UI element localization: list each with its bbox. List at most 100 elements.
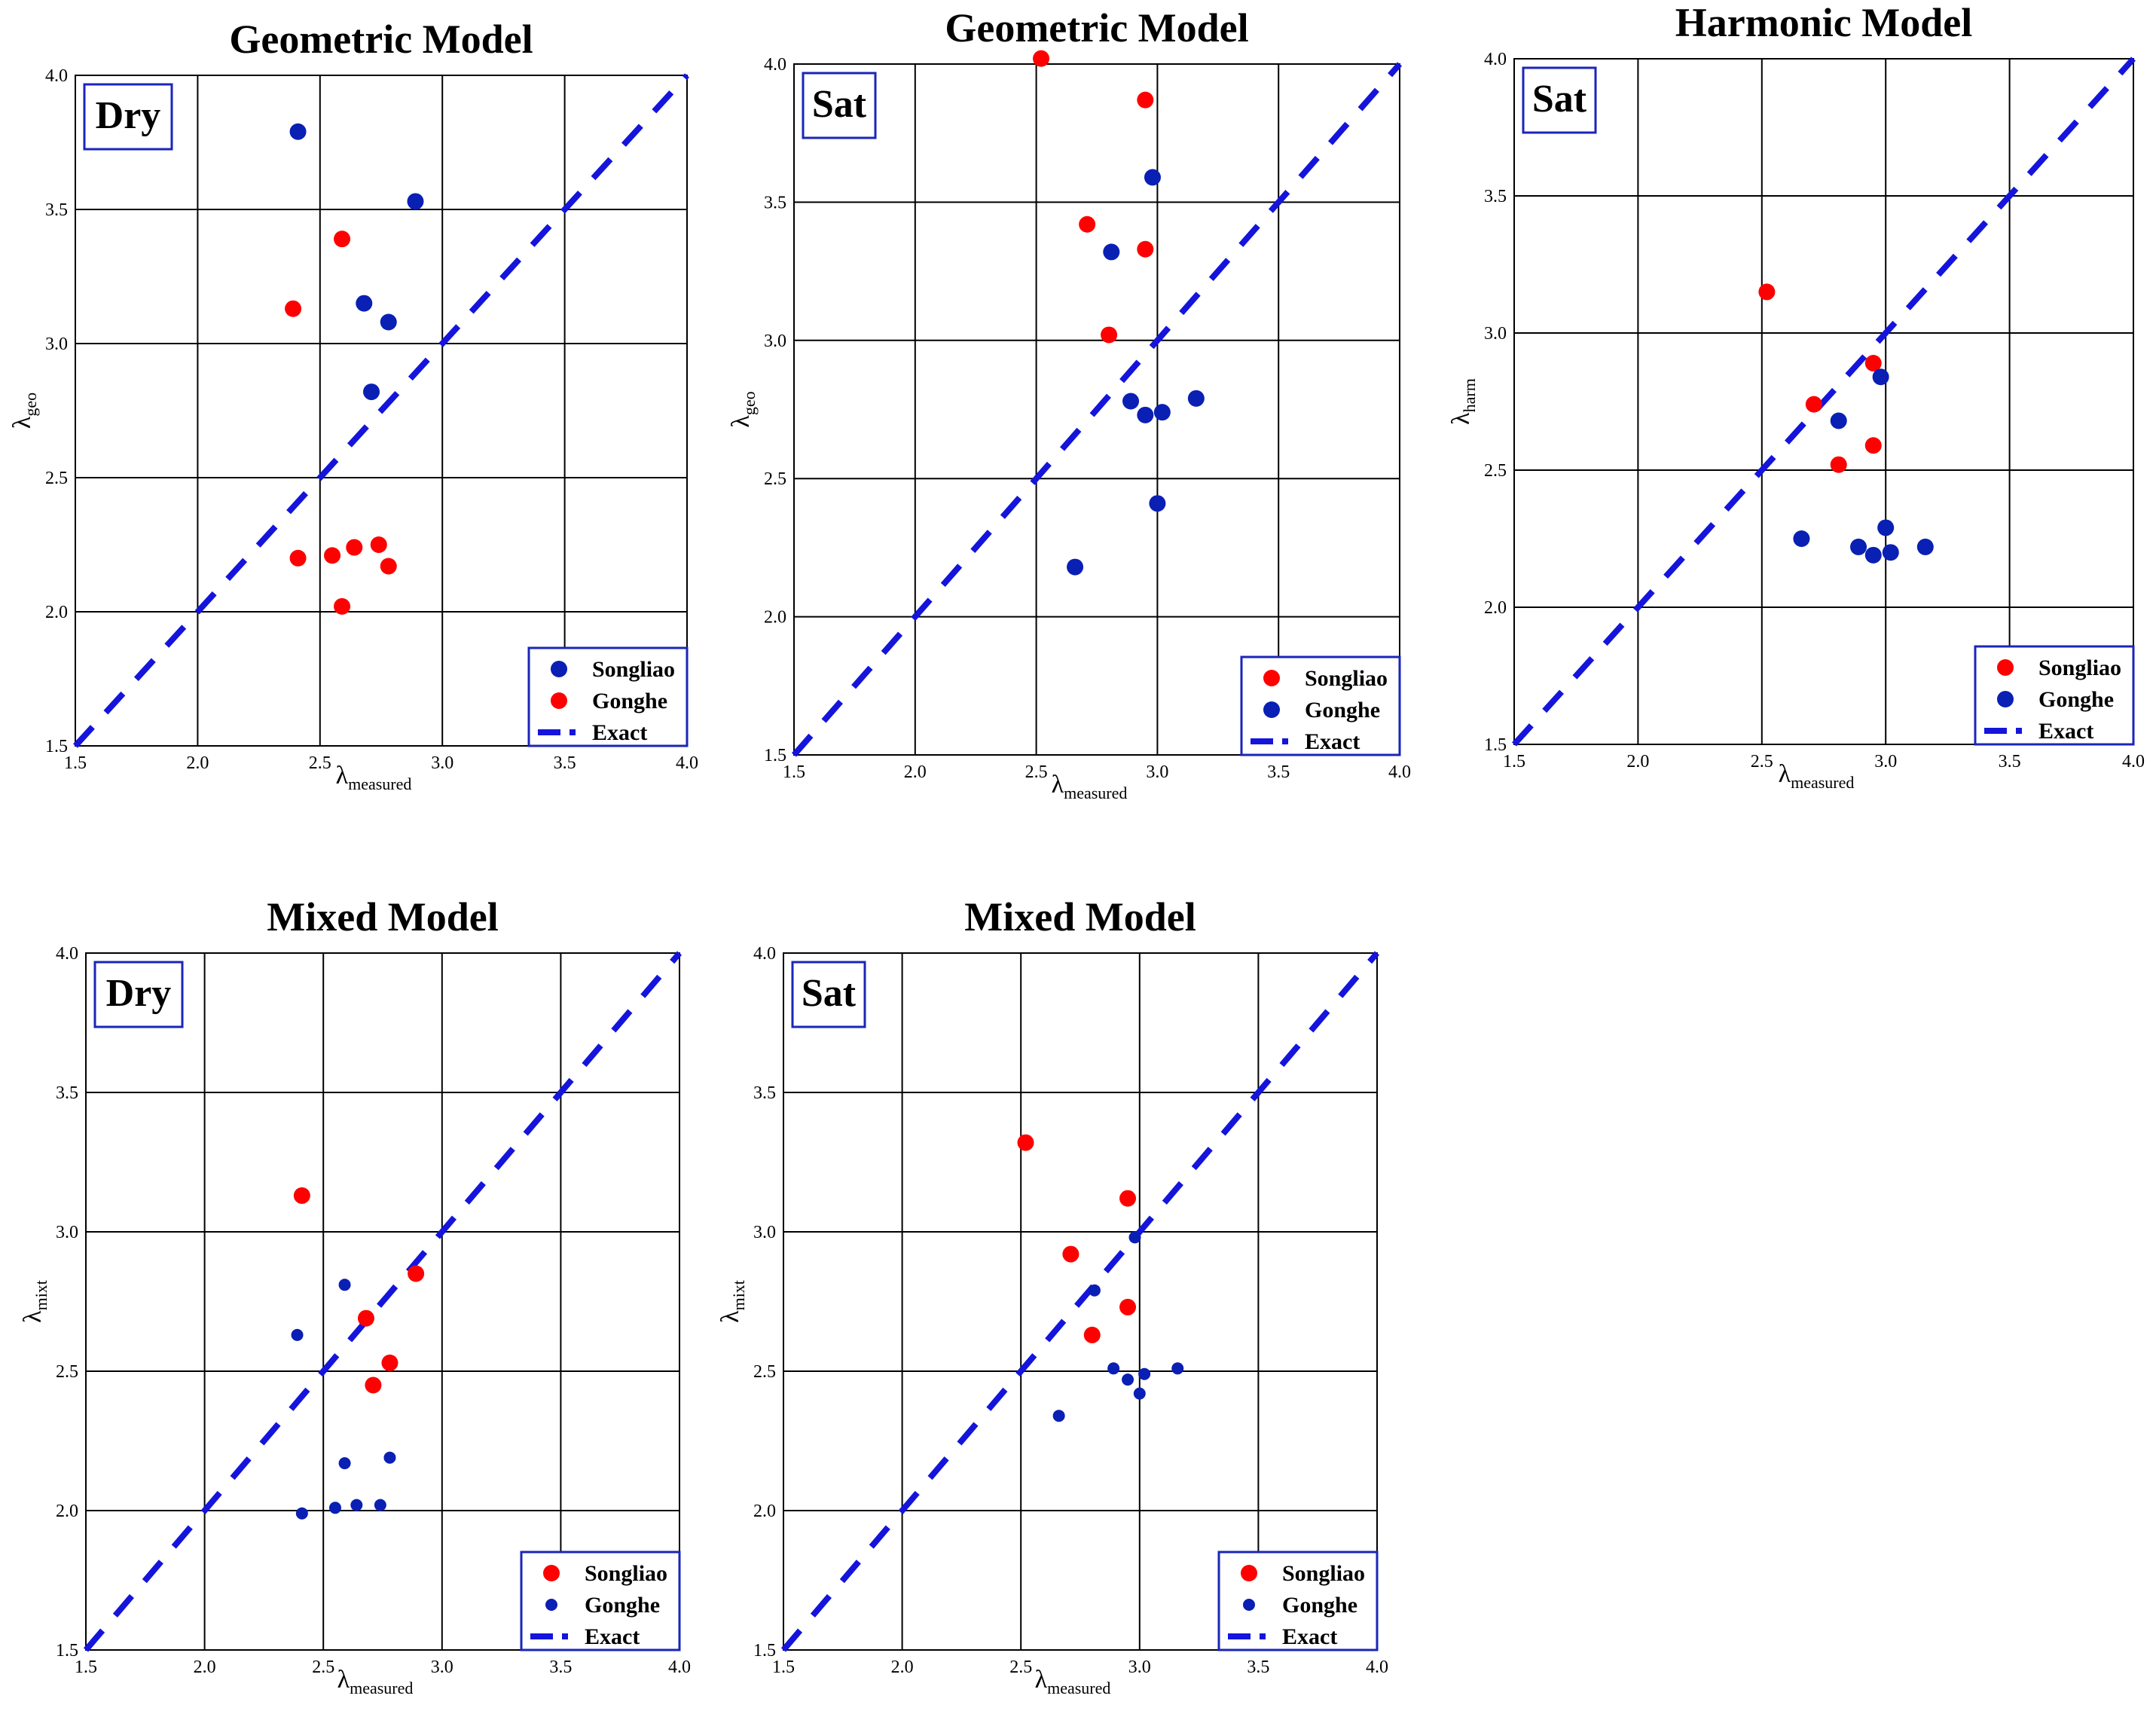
y-tick-label: 2.5 [56,1362,78,1382]
x-tick-label: 3.0 [1146,762,1168,782]
data-point-gonghe [285,300,302,317]
data-point-gonghe [380,558,397,575]
data-point-gonghe [1793,530,1810,547]
y-tick-label: 1.5 [1484,735,1507,755]
data-point-songliao [1017,1134,1034,1151]
data-point-songliao [356,295,373,312]
condition-label: Sat [1532,78,1587,121]
x-axis-label: λmeasured [337,1666,414,1697]
data-point-songliao [408,1265,425,1282]
legend-label-gonghe: Gonghe [592,689,667,713]
x-tick-label: 4.0 [1388,762,1411,782]
data-point-gonghe [1137,406,1154,423]
x-tick-label: 2.5 [1009,1658,1032,1677]
data-point-songliao [289,123,307,140]
data-point-songliao [1137,91,1154,108]
chart-title: Geometric Model [229,17,533,62]
data-point-gonghe [1153,404,1171,421]
condition-label: Sat [812,83,867,126]
legend-marker-songliao [1241,1565,1257,1581]
y-tick-label: 2.5 [753,1362,776,1382]
data-point-songliao [293,1187,310,1204]
data-point-gonghe [338,1279,351,1291]
exact-line [780,951,1380,1652]
x-axis-label: λmeasured [336,762,412,793]
data-point-songliao [1119,1190,1137,1207]
data-point-songliao [1864,437,1882,454]
x-tick-label: 3.0 [1128,1658,1151,1677]
legend-label-gonghe: Gonghe [2038,687,2114,712]
data-point-gonghe [1864,546,1882,564]
y-tick-label: 3.0 [764,332,786,351]
legend-marker-gonghe [1997,691,2014,707]
x-tick-label: 3.0 [1874,752,1897,771]
x-axis-label-subscript: measured [348,775,411,793]
x-tick-label: 2.5 [312,1658,334,1677]
x-tick-label: 3.5 [549,1658,572,1677]
x-tick-label: 3.5 [554,753,576,773]
y-tick-label: 3.5 [45,200,68,220]
legend-marker-songliao [551,661,567,677]
y-axis-label-subscript: mixt [729,1280,748,1310]
data-point-gonghe [350,1499,363,1511]
y-axis-label-subscript: geo [740,391,759,415]
x-tick-label: 1.5 [1503,752,1525,771]
y-tick-label: 4.0 [45,66,68,86]
condition-label: Dry [106,972,172,1015]
data-point-gonghe [370,536,387,553]
data-point-songliao [1083,1326,1101,1343]
data-point-gonghe [1103,243,1120,261]
y-tick-label: 3.5 [753,1083,776,1103]
x-tick-label: 1.5 [75,1658,97,1677]
x-tick-label: 2.0 [194,1658,216,1677]
data-point-songliao [1758,283,1776,301]
y-tick-label: 1.5 [56,1641,78,1661]
data-point-songliao [381,1354,399,1371]
legend-marker-gonghe [551,692,567,709]
data-point-gonghe [1107,1362,1120,1375]
data-point-gonghe [1122,393,1140,410]
x-axis-label: λmeasured [1052,771,1128,802]
x-tick-label: 2.0 [891,1658,914,1677]
data-point-songliao [407,193,424,210]
legend-label-exact: Exact [1305,729,1360,754]
data-point-gonghe [334,231,351,248]
legend-label-songliao: Songliao [2038,655,2121,680]
data-point-gonghe [346,539,363,556]
y-tick-label: 2.5 [45,469,68,488]
x-tick-label: 3.5 [1267,762,1290,782]
chart-panel-3: 1.51.5 2.0 2.0 2.5 2.5 3.0 3.0 3.5 3.5 4.0 4.0 Harm… [1447,0,2145,792]
x-tick-label: 4.0 [1366,1658,1388,1677]
y-axis-label: λgeo [8,393,40,429]
x-tick-label: 2.5 [1751,752,1773,771]
data-point-gonghe [1128,1231,1141,1244]
data-point-gonghe [1052,1410,1065,1422]
x-axis-label: λmeasured [1035,1666,1111,1697]
data-point-gonghe [1882,544,1899,561]
chart-panel-5: 1.51.5 2.0 2.0 2.5 2.5 3.0 3.0 3.5 3.5 4.0 4.0 Mixe… [716,894,1388,1697]
y-tick-label: 4.0 [753,944,776,964]
data-point-songliao [1864,355,1882,372]
exact-line [83,951,683,1652]
y-axis-label: λmixt [716,1280,748,1323]
y-tick-label: 3.5 [56,1083,78,1103]
data-point-gonghe [324,547,341,564]
y-tick-label: 1.5 [45,737,68,756]
data-point-songliao [1805,396,1822,413]
data-point-songliao [1079,215,1096,233]
x-tick-label: 2.0 [1626,752,1649,771]
x-tick-label: 3.0 [431,753,453,773]
x-axis-label: λmeasured [1779,760,1855,792]
y-tick-label: 3.0 [1484,324,1507,344]
legend-label-exact: Exact [585,1624,640,1649]
x-tick-label: 1.5 [772,1658,795,1677]
data-point-songliao [380,313,397,331]
condition-label-box [802,72,877,139]
exact-line [73,73,689,748]
legend-marker-songliao [543,1565,560,1581]
y-tick-label: 2.0 [1484,598,1507,618]
y-axis-label: λmixt [19,1280,50,1323]
data-point-gonghe [1872,368,1889,386]
